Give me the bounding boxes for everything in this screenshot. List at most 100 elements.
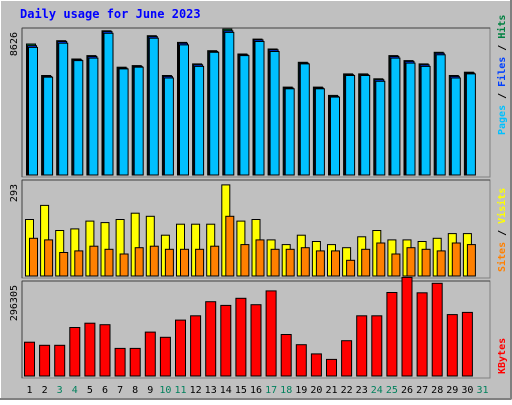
x-label-day-22: 22	[341, 385, 353, 396]
x-label-day-11: 11	[174, 385, 186, 396]
bar-pages-day-3	[58, 42, 69, 176]
x-label-day-31: 31	[476, 385, 488, 396]
x-label-day-13: 13	[205, 385, 217, 396]
bar-sites-day-18	[285, 248, 295, 277]
bar-kbytes-day-4	[69, 327, 81, 377]
bar-kbytes-day-23	[356, 315, 368, 377]
bar-kbytes-day-27	[416, 292, 428, 377]
x-label-day-1: 1	[26, 385, 32, 396]
bar-sites-day-9	[149, 245, 159, 277]
bar-pages-day-26	[405, 62, 416, 176]
bar-pages-day-10	[163, 77, 174, 176]
legend-item-kbytes: KBytes	[497, 338, 508, 374]
x-label-day-12: 12	[190, 385, 202, 396]
legend-item-sites: Sites	[496, 242, 508, 272]
bar-sites-day-30	[466, 244, 476, 277]
bar-pages-day-22	[345, 75, 356, 176]
x-label-day-15: 15	[235, 385, 247, 396]
bar-sites-day-15	[240, 244, 250, 277]
bar-kbytes-day-1	[24, 341, 35, 377]
bar-sites-day-12	[195, 248, 205, 277]
bar-kbytes-day-14	[220, 304, 232, 377]
bar-kbytes-day-6	[99, 324, 111, 377]
x-label-day-8: 8	[132, 385, 138, 396]
x-label-day-28: 28	[431, 385, 443, 396]
bar-pages-day-11	[179, 44, 189, 176]
bar-sites-day-4	[74, 250, 84, 277]
bar-sites-day-14	[225, 215, 235, 277]
bar-kbytes-day-20	[310, 353, 322, 377]
bar-kbytes-day-18	[280, 334, 292, 377]
x-label-day-3: 3	[57, 385, 63, 396]
x-axis-labels: 1 2 3 4 5 6 7 8 9 10 11 12 13 14 15 16 17 18 19 20 21 22 23 24 2…	[26, 385, 488, 396]
bar-sites-day-16	[255, 239, 265, 277]
x-label-day-14: 14	[220, 385, 232, 396]
x-label-day-7: 7	[117, 385, 123, 396]
x-label-day-29: 29	[446, 385, 458, 396]
bar-sites-day-2	[44, 239, 54, 277]
bar-pages-day-7	[118, 68, 129, 176]
legend-top: Pages / Files / Hits	[496, 15, 508, 135]
bar-pages-day-24	[375, 80, 386, 176]
bar-pages-day-2	[43, 76, 54, 176]
bar-sites-day-21	[331, 250, 340, 277]
legend-bottom: KBytes	[497, 338, 508, 374]
bar-sites-day-29	[451, 242, 461, 277]
bar-pages-day-16	[254, 41, 265, 176]
bar-sites-day-20	[315, 250, 325, 277]
bar-sites-day-23	[361, 248, 371, 277]
bar-sites-day-22	[346, 259, 356, 277]
bar-pages-day-20	[314, 88, 325, 176]
bar-sites-day-5	[89, 245, 99, 277]
bar-pages-day-15	[239, 55, 250, 176]
bar-pages-day-27	[420, 65, 431, 176]
bar-sites-day-10	[164, 248, 174, 277]
bar-sites-day-13	[210, 245, 220, 277]
bar-pages-day-25	[390, 57, 401, 176]
legend-item-pages: Pages	[497, 105, 508, 135]
bar-kbytes-day-11	[175, 319, 186, 377]
x-label-day-5: 5	[87, 385, 93, 396]
bar-pages-day-30	[465, 73, 476, 176]
bar-sites-day-19	[300, 247, 310, 277]
x-label-day-19: 19	[295, 385, 307, 396]
bar-sites-day-17	[270, 248, 280, 277]
panels	[21, 27, 491, 379]
bar-pages-day-1	[28, 46, 38, 176]
bar-pages-day-5	[88, 57, 99, 176]
bar-pages-day-8	[133, 66, 144, 176]
bar-pages-day-14	[224, 31, 235, 176]
x-label-day-17: 17	[265, 385, 277, 396]
bar-sites-day-8	[134, 247, 144, 277]
legend-item-files: Files	[496, 57, 508, 87]
y-max-label-hits-files-pages: 8626	[9, 32, 20, 56]
bar-kbytes-day-21	[326, 358, 337, 377]
chart-title: Daily usage for June 2023	[20, 7, 201, 21]
x-label-day-21: 21	[325, 385, 337, 396]
bar-pages-day-29	[450, 77, 461, 176]
bar-pages-day-12	[194, 65, 205, 176]
bar-pages-day-18	[284, 88, 295, 176]
bar-sites-day-27	[421, 248, 431, 277]
x-label-day-9: 9	[147, 385, 153, 396]
bar-kbytes-day-15	[235, 297, 247, 377]
bar-kbytes-day-10	[159, 336, 171, 377]
bar-pages-day-13	[209, 51, 220, 176]
bar-sites-day-26	[406, 247, 416, 277]
bar-kbytes-day-26	[401, 276, 413, 377]
bar-kbytes-day-5	[84, 322, 96, 377]
bar-sites-day-6	[104, 248, 114, 277]
legend-separator: /	[497, 224, 508, 242]
bar-sites-day-1	[29, 237, 38, 277]
bar-kbytes-day-30	[461, 311, 473, 377]
bar-pages-day-21	[330, 96, 340, 176]
x-label-day-23: 23	[356, 385, 368, 396]
bar-kbytes-day-2	[39, 344, 51, 377]
bar-sites-day-11	[180, 248, 189, 277]
bar-kbytes-day-7	[114, 347, 126, 377]
x-label-day-6: 6	[102, 385, 108, 396]
bar-pages-day-19	[299, 63, 310, 176]
legend-item-visits: Visits	[496, 188, 508, 224]
bar-pages-day-4	[73, 60, 84, 176]
